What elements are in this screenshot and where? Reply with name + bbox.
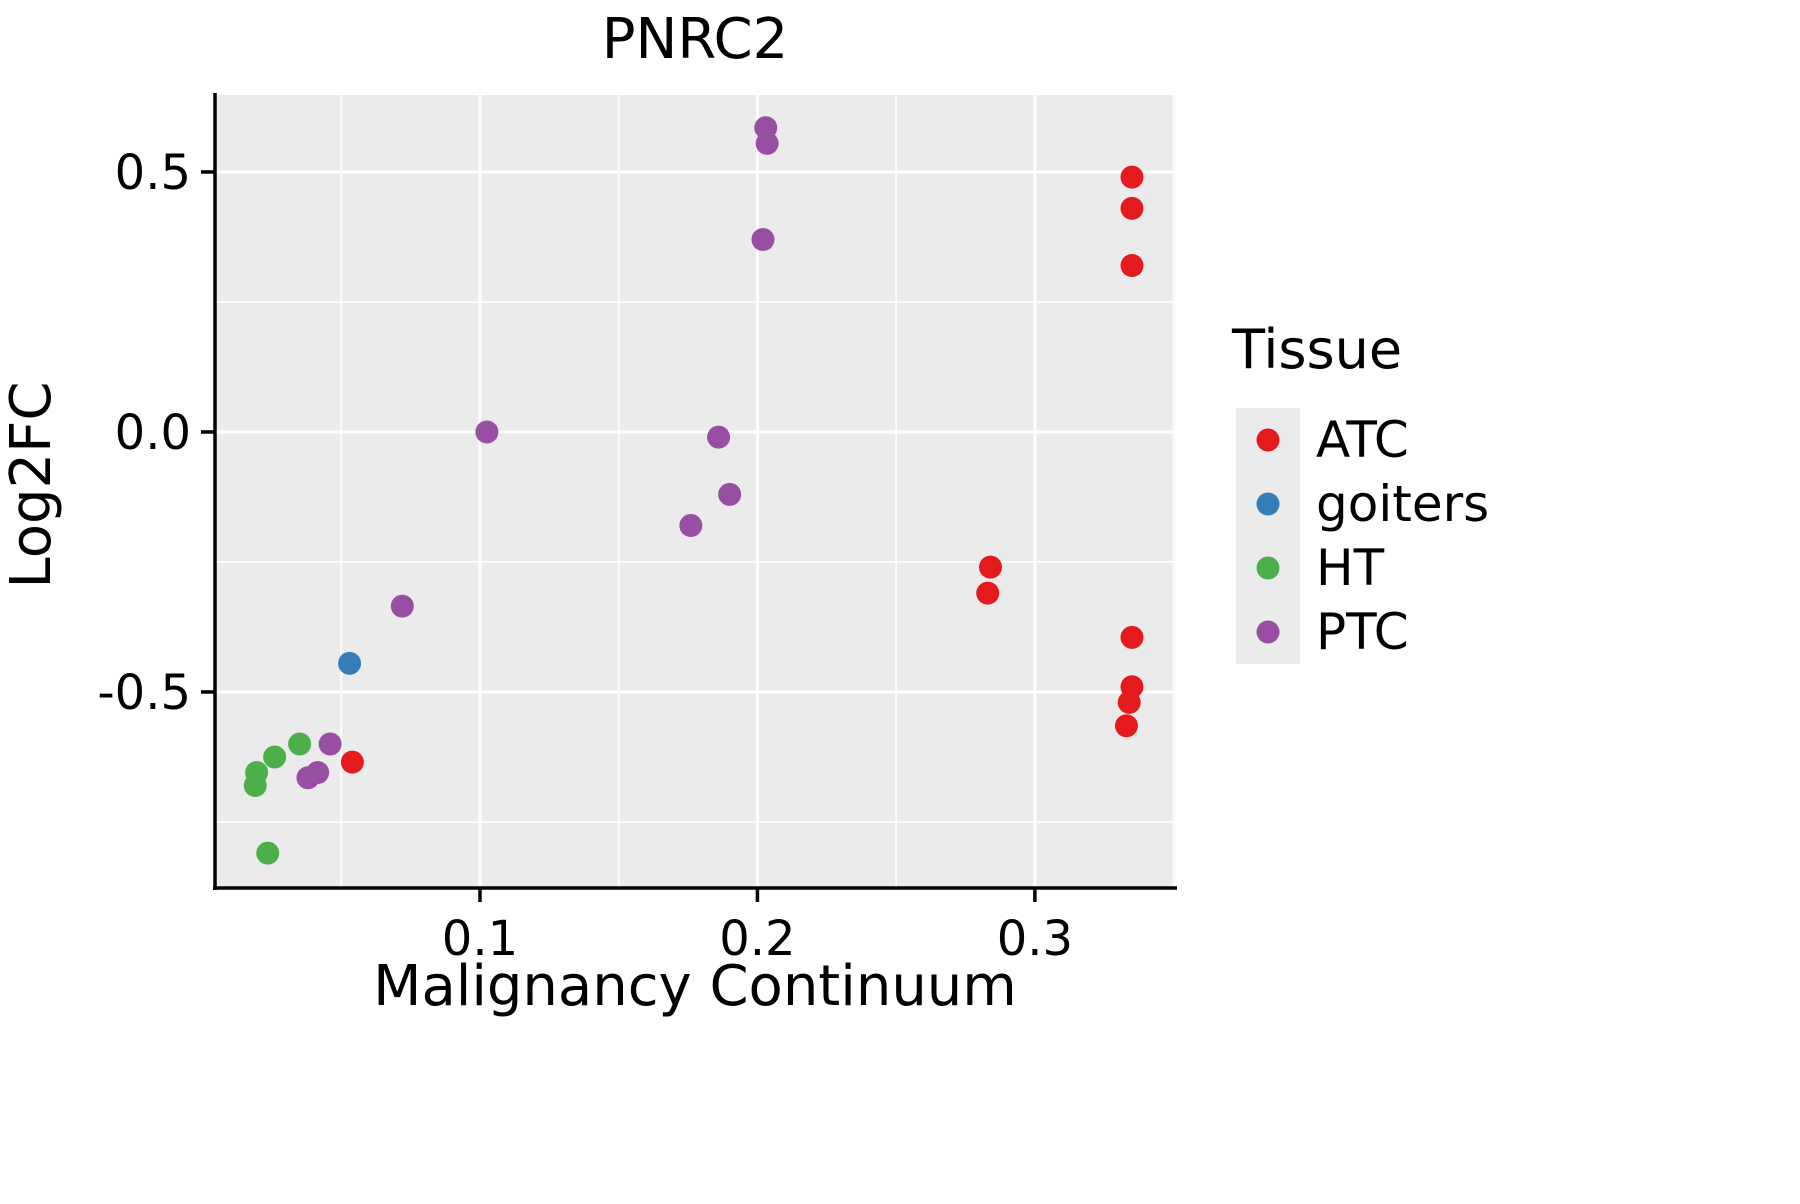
x-axis-label: Malignancy Continuum — [373, 954, 1017, 1019]
data-point-ht — [243, 774, 267, 798]
y-tick-label: 0.0 — [115, 405, 191, 461]
data-point-atc — [978, 555, 1002, 579]
data-point-ptc — [751, 228, 775, 252]
data-point-ht — [288, 732, 312, 756]
y-axis-label: Log2FC — [0, 382, 64, 589]
data-point-ht — [263, 745, 287, 769]
data-point-ptc — [707, 425, 731, 449]
data-point-atc — [1120, 165, 1144, 189]
data-point-atc — [340, 750, 364, 774]
panel-background — [215, 95, 1175, 888]
plot-panel — [215, 95, 1175, 888]
legend-label-ptc: PTC — [1316, 603, 1409, 661]
x-tick-label: 0.1 — [442, 911, 518, 967]
data-point-atc — [1117, 690, 1141, 714]
data-points-layer — [243, 116, 1144, 865]
data-point-ht — [256, 841, 280, 865]
data-point-atc — [1120, 254, 1144, 278]
data-point-goiters — [338, 651, 362, 675]
axes-layer: 0.1 0.2 0.3 0.5 0.0 -0.5 — [97, 93, 1177, 967]
y-tick-label: 0.5 — [115, 145, 191, 201]
data-point-atc — [1120, 625, 1144, 649]
data-point-ptc — [755, 131, 779, 155]
legend-title: Tissue — [1231, 318, 1402, 381]
legend-swatch-ptc — [1256, 620, 1280, 644]
legend-label-goiters: goiters — [1316, 475, 1489, 533]
x-tick-label: 0.2 — [719, 911, 795, 967]
data-point-ptc — [318, 732, 342, 756]
legend-swatch-goiters — [1256, 492, 1280, 516]
legend-label-atc: ATC — [1316, 411, 1409, 469]
data-point-atc — [1120, 196, 1144, 220]
data-point-ptc — [718, 482, 742, 506]
legend-label-ht: HT — [1316, 539, 1385, 597]
chart-title: PNRC2 — [602, 7, 789, 72]
legend-swatch-atc — [1256, 428, 1280, 452]
data-point-ptc — [296, 766, 320, 790]
legend: ATC goiters HT PTC — [1236, 408, 1489, 664]
x-tick-label: 0.3 — [997, 911, 1073, 967]
data-point-atc — [976, 581, 1000, 605]
data-point-ptc — [679, 514, 703, 538]
data-point-ptc — [390, 594, 414, 618]
data-point-ptc — [475, 420, 499, 444]
legend-swatch-ht — [1256, 556, 1280, 580]
y-tick-label: -0.5 — [97, 665, 191, 721]
data-point-atc — [1114, 714, 1138, 738]
